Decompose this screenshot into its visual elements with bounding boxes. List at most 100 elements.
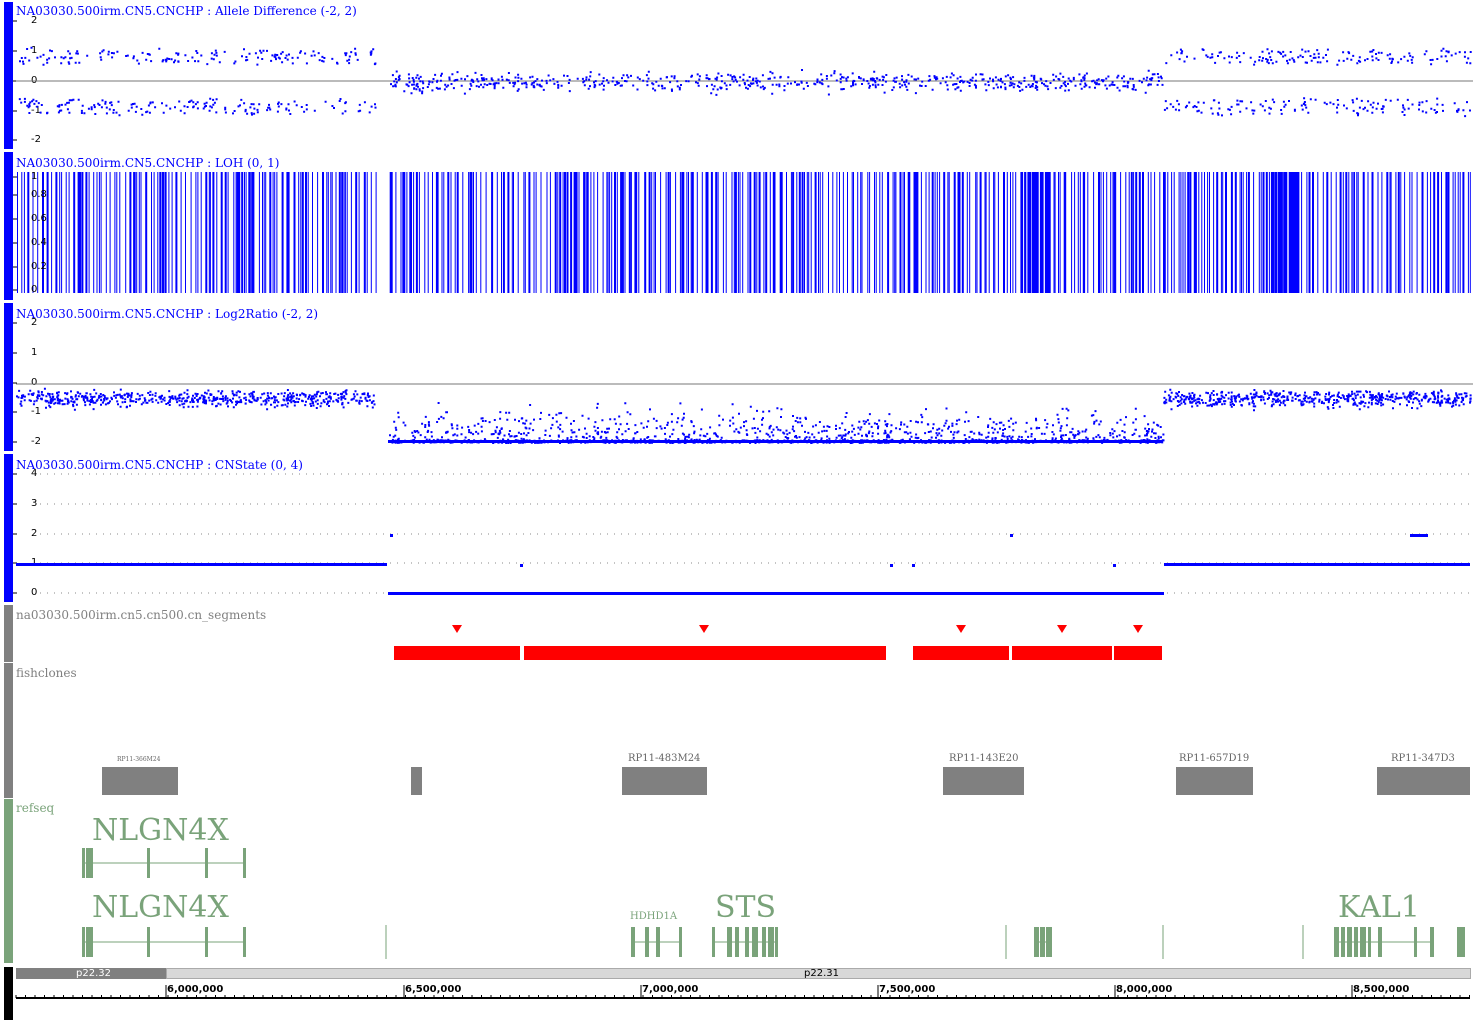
cn-segments-track[interactable]: na03030.500irm.cn5.cn500.cn_segments (0, 605, 1473, 662)
cn-state-1-right (1164, 563, 1470, 566)
gene-exon (86, 927, 93, 957)
ruler-tick-label: 8,000,000 (1116, 984, 1173, 995)
fish-clone-bar (1377, 767, 1470, 795)
gene-exon (679, 927, 682, 957)
gene-exon (745, 927, 749, 957)
log2ratio-plot (13, 322, 1473, 444)
track-title: NA03030.500irm.CN5.CNCHP : CNState (0, 4… (16, 458, 303, 472)
allele-difference-points (18, 46, 1472, 118)
gene-exon (1457, 927, 1465, 957)
y-tick-label: 3 (31, 498, 38, 509)
gene-exon (727, 927, 732, 957)
y-tick-label: 1 (31, 557, 38, 568)
gene-exon (645, 927, 649, 957)
gene-exon (243, 927, 246, 957)
y-tick-label: 1 (31, 171, 38, 182)
clone-label: RP11-657D19 (1179, 753, 1250, 764)
gene-exon (205, 927, 208, 957)
gene-exon (712, 927, 715, 957)
refseq-plot (82, 848, 1465, 959)
gene-label[interactable]: NLGN4X (92, 890, 229, 925)
gene-exon (631, 927, 635, 957)
track-color-bar (4, 2, 13, 149)
gene-exon (1354, 927, 1358, 957)
y-tick-label: 2 (31, 528, 38, 539)
gene-exon (1347, 927, 1352, 957)
gene-exon (1430, 927, 1434, 957)
track-title: NA03030.500irm.CN5.CNCHP : Log2Ratio (-2… (16, 307, 319, 321)
cn-segment (1114, 646, 1162, 660)
allele-difference-track[interactable]: NA03030.500irm.CN5.CNCHP : Allele Differ… (0, 0, 1473, 151)
gene-exon (1334, 927, 1339, 957)
gene-label[interactable]: HDHD1A (630, 911, 678, 922)
track-color-bar (4, 799, 13, 963)
track-color-bar (4, 967, 13, 1020)
ideogram-ruler[interactable]: p22.32 p22.31 6,000,000 6,500,000 7,000,… (0, 965, 1473, 1022)
gene-exon (82, 927, 85, 957)
clone-label: RP11-143E20 (949, 753, 1019, 764)
track-color-bar (4, 454, 13, 602)
cn-state-2-segment (1410, 534, 1428, 537)
loh-plot (13, 172, 1471, 293)
cn-segment (524, 646, 886, 660)
clone-label: RP11-347D3 (1391, 753, 1455, 764)
gene-exon (1360, 927, 1366, 957)
cn-point (390, 534, 393, 537)
cn-state-1-left (16, 563, 387, 566)
track-title: NA03030.500irm.CN5.CNCHP : LOH (0, 1) (16, 156, 280, 170)
ruler-axis (15, 985, 1470, 999)
allele-difference-plot (13, 20, 1473, 141)
y-tick-label: -2 (31, 134, 41, 145)
cn-point (1010, 534, 1013, 537)
loh-track[interactable]: NA03030.500irm.CN5.CNCHP : LOH (0, 1) 1 … (0, 152, 1473, 302)
track-color-bar (4, 303, 13, 451)
y-tick-label: 4 (31, 468, 38, 479)
ruler-tick-label: 7,000,000 (642, 984, 699, 995)
gene-label[interactable]: KAL1 (1338, 890, 1420, 925)
segment-marker (1133, 625, 1143, 633)
log2ratio-floor (388, 440, 1163, 443)
ruler-tick-label: 6,500,000 (405, 984, 462, 995)
y-tick-label: 0.8 (31, 189, 47, 200)
ideogram-band-p22.32[interactable] (16, 968, 166, 979)
cnstate-plot (13, 473, 1473, 595)
fishclones-plot (102, 767, 1470, 795)
gene-exon (768, 927, 774, 957)
cn-segment (394, 646, 520, 660)
gene-label[interactable]: NLGN4X (92, 813, 229, 848)
gene-exon (1046, 927, 1052, 957)
track-color-bar (4, 605, 13, 662)
y-tick-label: 2 (31, 317, 38, 328)
gene-exon (1368, 927, 1371, 957)
track-title: refseq (16, 801, 55, 815)
track-color-bar (4, 152, 13, 300)
track-title: fishclones (16, 666, 77, 680)
ruler-tick-label: 7,500,000 (879, 984, 936, 995)
cn-state-0-middle (388, 592, 1164, 595)
ruler-tick-label: 8,500,000 (1353, 984, 1410, 995)
refseq-track[interactable]: refseq NLGN4X NLGN4X HDHD1A STS KAL1 (0, 799, 1473, 965)
gene-exon (82, 848, 85, 878)
cn-point (1113, 564, 1116, 567)
y-tick-label: 2 (31, 15, 38, 26)
cn-point (912, 564, 915, 567)
ideogram-band-p22.31[interactable] (166, 968, 1471, 979)
y-tick-label: -2 (31, 436, 41, 447)
cn-segment (1012, 646, 1112, 660)
y-tick-label: -1 (31, 105, 41, 116)
fish-clone-bar (411, 767, 422, 795)
gene-exon (1414, 927, 1417, 957)
fish-clone-bar (943, 767, 1024, 795)
segment-marker (452, 625, 462, 633)
log2ratio-track[interactable]: NA03030.500irm.CN5.CNCHP : Log2Ratio (-2… (0, 303, 1473, 453)
segment-marker (956, 625, 966, 633)
gene-exon (735, 927, 739, 957)
cnstate-track[interactable]: NA03030.500irm.CN5.CNCHP : CNState (0, 4… (0, 454, 1473, 604)
fish-clone-bar (102, 767, 178, 795)
segment-marker (1057, 625, 1067, 633)
gene-label[interactable]: STS (715, 890, 777, 925)
loh-bars (17, 172, 1471, 293)
gene-exon (762, 927, 766, 957)
fishclones-track[interactable]: fishclones RP11-366M24 RP11-483M24 RP11-… (0, 663, 1473, 798)
y-tick-label: 0 (31, 377, 38, 388)
